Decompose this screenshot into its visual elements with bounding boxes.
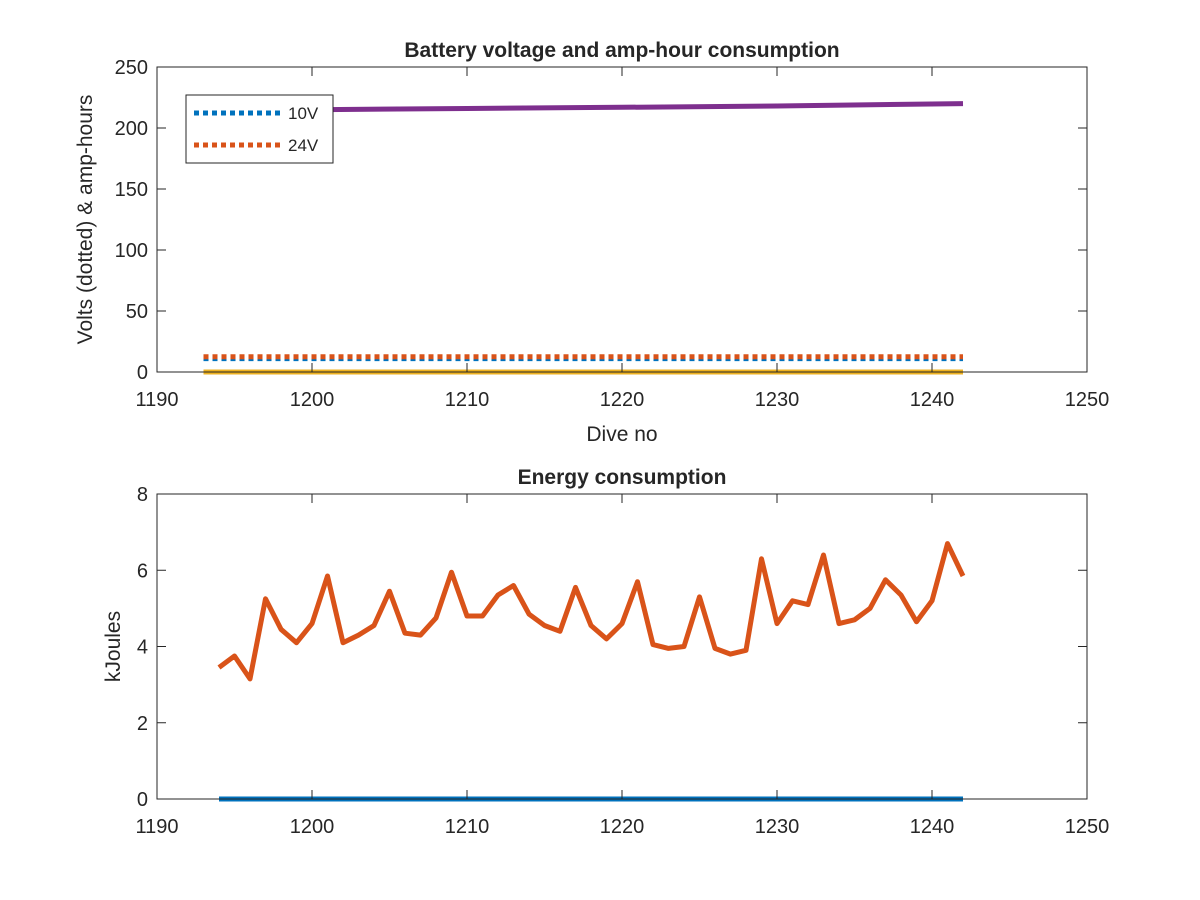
energy-axes: 1190 1200 1210 1220 1230 1240 1250 0 2 4 6 8 Energy… [102, 466, 1109, 838]
y-tick-label: 4 [137, 637, 148, 659]
x-tick-label: 1230 [755, 816, 800, 838]
y-tick-label: 0 [137, 789, 148, 811]
x-tick-label: 1210 [445, 389, 490, 411]
x-tick-label: 1220 [600, 816, 645, 838]
x-tick-label: 1200 [290, 816, 335, 838]
voltage-y-axis-label: Volts (dotted) & amp-hours [74, 95, 97, 345]
y-tick-label: 50 [126, 301, 148, 323]
legend: 10V 24V [185, 94, 334, 164]
voltage-axes: 1190 1200 1210 1220 1230 1240 1250 0 50 100 150 200… [74, 39, 1109, 446]
x-tick-label: 1230 [755, 389, 800, 411]
y-tick-label: 8 [137, 484, 148, 506]
energy-ticks: 1190 1200 1210 1220 1230 1240 1250 0 2 4 6 8 [135, 484, 1109, 838]
energy-y-axis-label: kJoules [102, 611, 125, 682]
x-tick-label: 1240 [910, 389, 955, 411]
x-tick-label: 1190 [135, 816, 178, 838]
x-tick-label: 1250 [1065, 389, 1110, 411]
y-tick-label: 250 [115, 57, 148, 79]
x-tick-label: 1240 [910, 816, 955, 838]
x-tick-label: 1250 [1065, 816, 1110, 838]
y-tick-label: 2 [137, 713, 148, 735]
y-tick-label: 200 [115, 118, 148, 140]
legend-label-24v: 24V [288, 136, 319, 155]
voltage-ticks: 1190 1200 1210 1220 1230 1240 1250 0 50 100 150 200… [115, 57, 1110, 411]
legend-box [185, 94, 334, 164]
legend-label-10v: 10V [288, 104, 319, 123]
x-tick-label: 1220 [600, 389, 645, 411]
x-tick-label: 1200 [290, 389, 335, 411]
x-tick-label: 1190 [135, 389, 178, 411]
y-tick-label: 150 [115, 179, 148, 201]
y-tick-label: 6 [137, 560, 148, 582]
series-line-1-1 [217, 541, 966, 682]
x-tick-label: 1210 [445, 816, 490, 838]
voltage-x-axis-label: Dive no [586, 423, 657, 446]
y-tick-label: 100 [115, 240, 148, 262]
energy-chart-title: Energy consumption [518, 466, 727, 489]
y-tick-label: 0 [137, 362, 148, 384]
voltage-chart-title: Battery voltage and amp-hour consumption [404, 39, 839, 62]
